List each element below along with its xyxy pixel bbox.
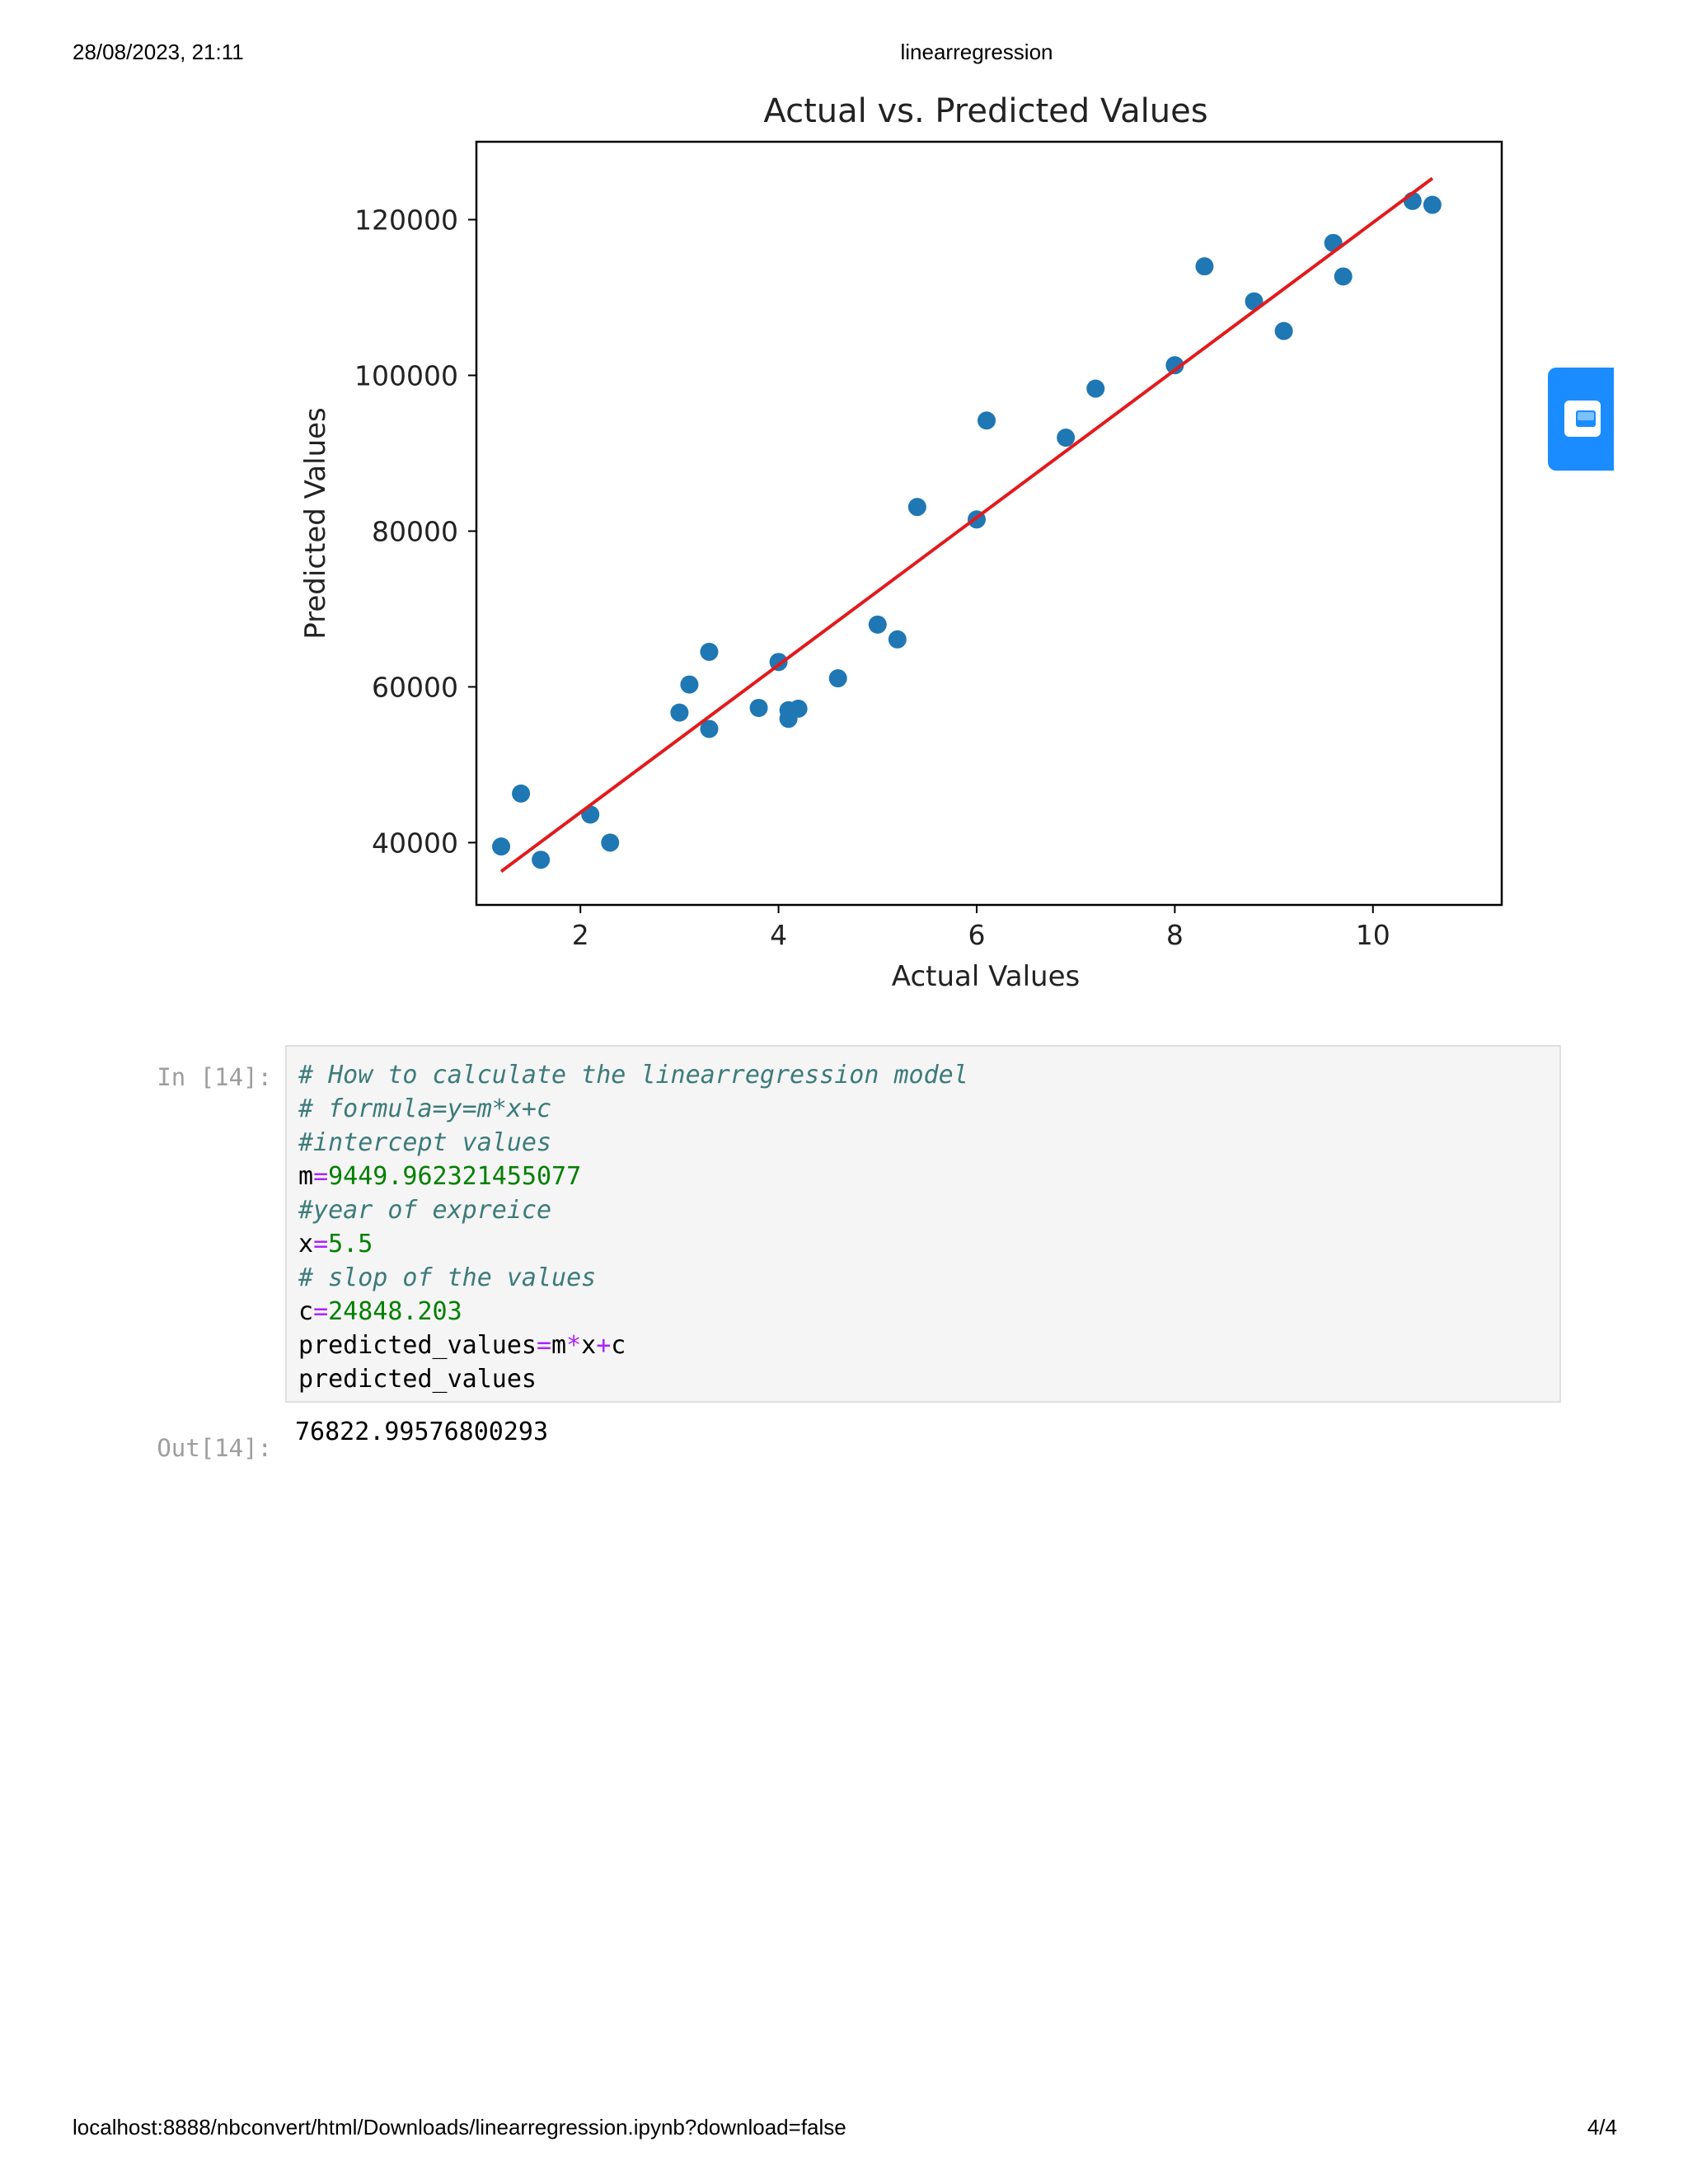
code-token-comment: # formula=y=m*x+c (298, 1094, 552, 1123)
regression-line (499, 176, 1434, 873)
code-token-name: c (298, 1297, 314, 1326)
data-point (1195, 257, 1214, 276)
data-point (1334, 267, 1353, 286)
print-header-title: linearregression (900, 40, 1053, 64)
y-tick-label: 60000 (372, 671, 458, 703)
code-token-op: * (566, 1331, 582, 1360)
code-line: predicted_values=m*x+c (298, 1329, 968, 1362)
x-tick-label: 6 (968, 919, 985, 951)
code-line: # slop of the values (298, 1261, 968, 1295)
data-point (1057, 429, 1076, 448)
y-tick-label: 100000 (354, 359, 458, 391)
y-axis-label: Predicted Values (299, 407, 332, 640)
app-widget-icon (1564, 401, 1601, 437)
code-line: c=24848.203 (298, 1295, 968, 1329)
print-footer-url: localhost:8888/nbconvert/html/Downloads/… (73, 2115, 846, 2139)
code-token-op: = (313, 1162, 329, 1191)
data-point (828, 669, 847, 688)
code-token-name: c (611, 1331, 626, 1360)
data-point (680, 675, 699, 694)
y-axis: 40000 60000 80000 100000 120000 (354, 204, 476, 859)
code-token-name: x (581, 1331, 597, 1360)
code-line: #intercept values (298, 1126, 968, 1160)
code-line: m=9449.962321455077 (298, 1160, 968, 1193)
code-token-op: + (596, 1331, 612, 1360)
code-line: predicted_values (298, 1362, 968, 1396)
x-axis-label: Actual Values (892, 960, 1080, 993)
print-footer-page-number: 4/4 (1587, 2115, 1617, 2139)
y-tick-label: 40000 (372, 827, 458, 859)
code-token-name: predicted_values (298, 1331, 537, 1360)
code-token-comment: # slop of the values (298, 1263, 597, 1292)
code-token-op: = (313, 1297, 329, 1326)
data-point (977, 411, 996, 430)
x-tick-label: 8 (1166, 919, 1184, 951)
output-prompt: Out[14]: (157, 1434, 272, 1462)
code-token-name: predicted_values (298, 1365, 537, 1394)
data-point (1423, 195, 1442, 214)
data-point (868, 615, 887, 634)
data-point (532, 851, 551, 869)
data-point (601, 833, 620, 852)
data-point (1274, 321, 1293, 340)
input-prompt: In [14]: (157, 1063, 272, 1091)
y-tick-label: 120000 (354, 204, 458, 236)
data-point (512, 784, 531, 803)
code-token-num: 24848.203 (328, 1297, 462, 1326)
code-token-name: m (551, 1331, 567, 1360)
data-point (1086, 379, 1105, 398)
code-line: x=5.5 (298, 1227, 968, 1261)
code-token-comment: # How to calculate the linearregression … (298, 1061, 968, 1090)
x-tick-label: 10 (1356, 919, 1390, 951)
data-point (907, 498, 926, 517)
x-axis: 2 4 6 8 10 (572, 905, 1390, 951)
data-point (700, 719, 719, 738)
side-widget-button[interactable] (1548, 368, 1614, 471)
x-tick-label: 2 (572, 919, 589, 951)
data-point (789, 699, 808, 718)
code-line: # How to calculate the linearregression … (298, 1058, 968, 1092)
code-token-name: m (298, 1162, 314, 1191)
code-token-name: x (298, 1230, 314, 1258)
data-point (492, 837, 511, 856)
cell-output: 76822.99576800293 (295, 1418, 549, 1446)
code-line: # formula=y=m*x+c (298, 1092, 968, 1126)
chart-title: Actual vs. Predicted Values (763, 92, 1207, 130)
code-cell[interactable]: # How to calculate the linearregression … (285, 1045, 1561, 1403)
code-token-num: 9449.962321455077 (328, 1162, 582, 1191)
code-token-op: = (313, 1230, 329, 1258)
code-token-op: = (536, 1331, 552, 1360)
data-point (1165, 356, 1184, 375)
code-token-comment: #intercept values (298, 1128, 552, 1157)
code-line: #year of expreice (298, 1193, 968, 1227)
data-point (670, 703, 689, 722)
code-token-comment: #year of expreice (298, 1196, 552, 1225)
code-editor[interactable]: # How to calculate the linearregression … (298, 1058, 968, 1396)
plot-area (475, 140, 1503, 907)
print-header-date: 28/08/2023, 21:11 (73, 40, 244, 64)
data-points (492, 191, 1442, 869)
data-point (700, 642, 719, 661)
code-token-num: 5.5 (328, 1230, 373, 1258)
x-tick-label: 4 (770, 919, 787, 951)
data-point (888, 630, 907, 649)
data-point (749, 698, 768, 717)
y-tick-label: 80000 (372, 515, 458, 547)
regression-line-group (499, 176, 1434, 873)
scatter-chart: Actual vs. Predicted Values 2 4 6 8 10 40000… (299, 92, 1503, 993)
